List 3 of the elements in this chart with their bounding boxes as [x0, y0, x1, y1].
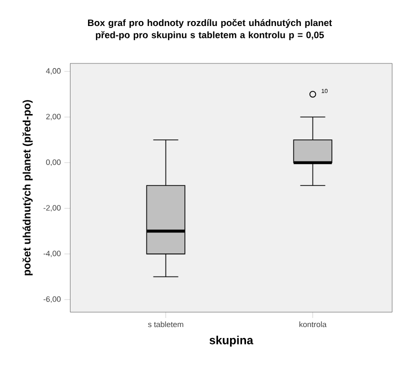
- y-axis-title: počet uhádnutých planet (před-po): [22, 100, 33, 276]
- x-axis-title: skupina: [210, 336, 254, 347]
- chart-title: Box graf pro hodnoty rozdílu počet uhádnutých planet před-po pro skupinu s tabletem a kontrolu p = 0,05: [88, 19, 332, 40]
